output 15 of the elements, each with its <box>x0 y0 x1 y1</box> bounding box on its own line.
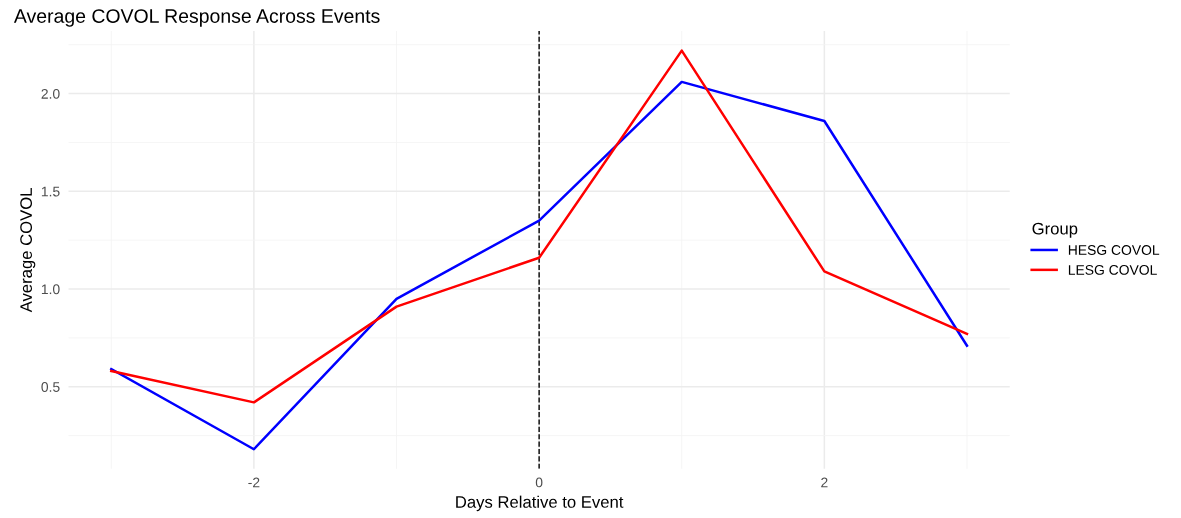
chart-title: Average COVOL Response Across Events <box>13 9 380 27</box>
line-series <box>110 80 969 451</box>
y-tick-label: 0.5 <box>41 382 60 392</box>
x-tick-label: -2 <box>248 477 260 488</box>
legend-label: LESG COVOL <box>1068 265 1157 275</box>
y-axis-title: Average COVOL <box>20 188 36 313</box>
legend-label: HESG COVOL <box>1068 245 1160 255</box>
x-tick-label: 2 <box>821 477 828 488</box>
y-tick-label: 2.0 <box>41 88 60 99</box>
x-tick-label: 0 <box>535 477 543 488</box>
y-tick-label: 1.5 <box>41 186 60 197</box>
line-series <box>110 49 969 404</box>
legend-title: Group <box>1032 222 1078 238</box>
y-tick-label: 1.0 <box>41 284 60 295</box>
x-axis-title: Days Relative to Event <box>456 495 624 512</box>
